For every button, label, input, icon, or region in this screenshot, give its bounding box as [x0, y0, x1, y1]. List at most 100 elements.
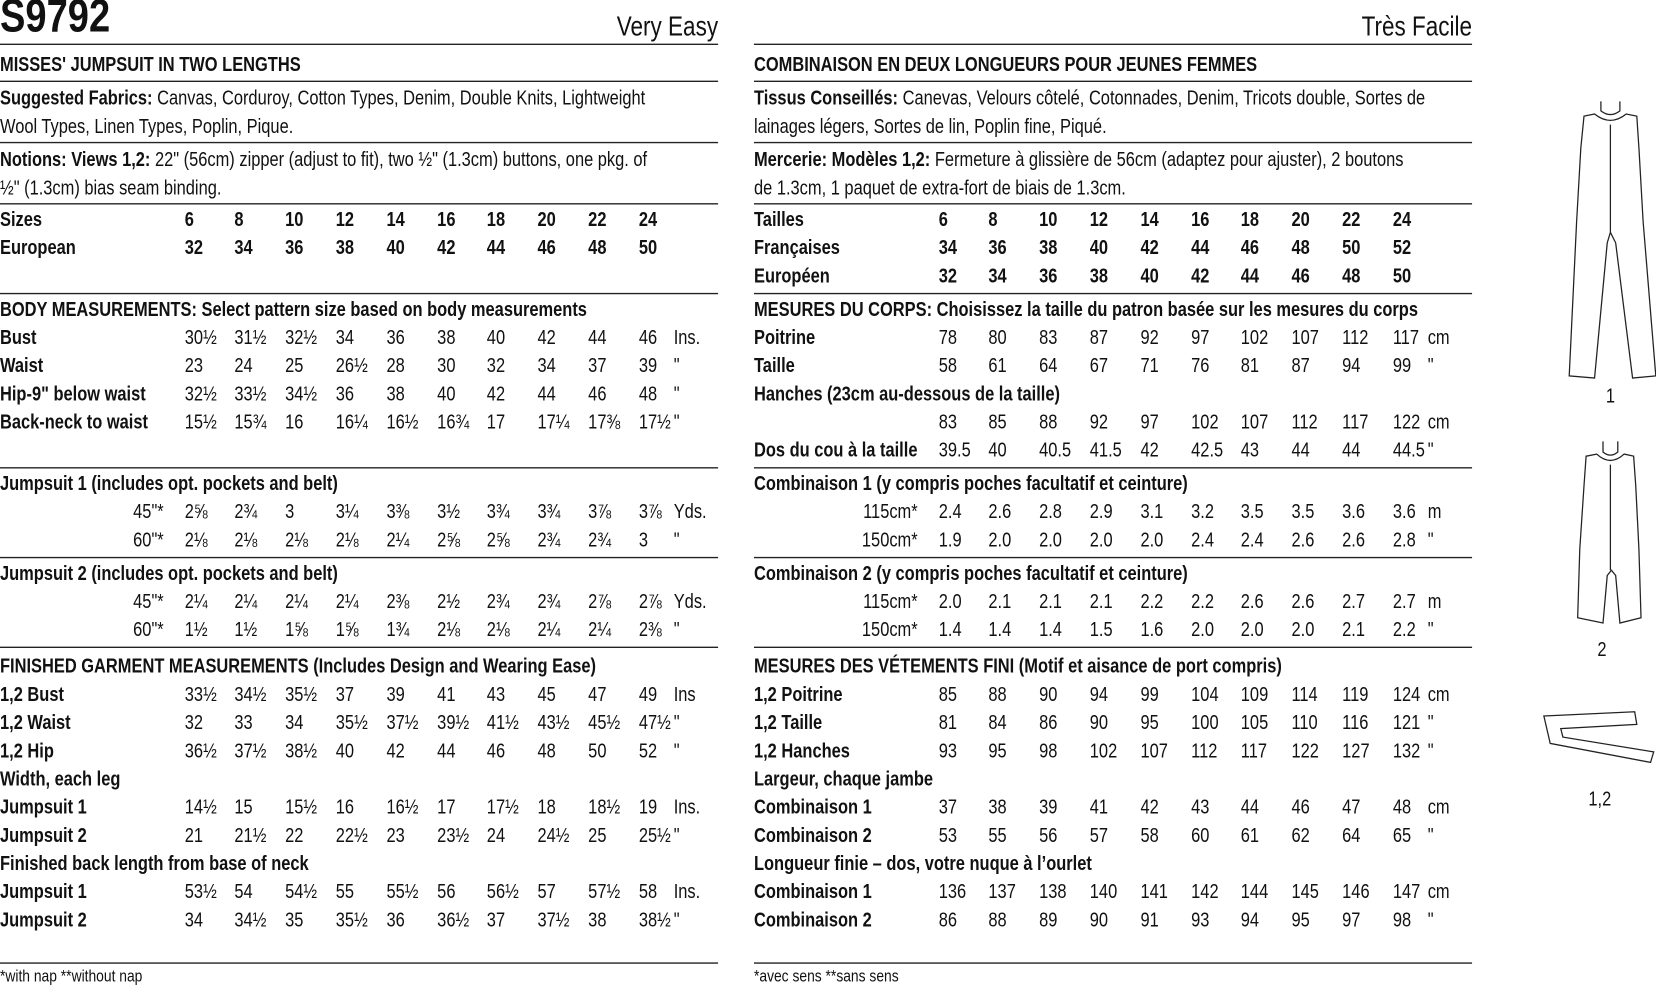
notions-label: Notions: Views 1,2: — [0, 147, 150, 170]
unit: " — [674, 382, 680, 405]
cell: 37½ — [538, 908, 570, 931]
cell: 44 — [1241, 264, 1260, 287]
cell: 38 — [437, 325, 455, 348]
cell: 50 — [639, 236, 657, 259]
row-label: 115cm* — [863, 589, 918, 612]
cell: 45½ — [588, 710, 620, 733]
cell: 2.0 — [1291, 618, 1314, 641]
cell: 38 — [386, 382, 404, 405]
cell: 39½ — [437, 710, 469, 733]
cell: 2¼ — [588, 618, 611, 641]
cell: 2.0 — [1039, 528, 1062, 551]
cell: 76 — [1191, 354, 1209, 377]
block-heading: Jumpsuit 1 (includes opt. pockets and be… — [0, 471, 338, 494]
row-label: 60"* — [133, 618, 164, 641]
unit: " — [1428, 618, 1434, 641]
cell: 48 — [1342, 264, 1360, 287]
cell: 3.1 — [1140, 500, 1163, 523]
cell: 2¼ — [285, 589, 308, 612]
cell: 44 — [588, 325, 606, 348]
cell: 132 — [1393, 739, 1420, 762]
cell: 92 — [1090, 410, 1108, 433]
cell: 36 — [285, 236, 303, 259]
cell: 41½ — [487, 710, 519, 733]
row-label: Taille — [754, 354, 795, 377]
cell: 2½ — [437, 589, 460, 612]
unit: " — [1428, 823, 1434, 846]
difficulty: Très Facile — [1362, 12, 1472, 43]
cell: 2⅜ — [386, 589, 409, 612]
row-label: Longueur finie – dos, votre nuque à l’ou… — [754, 851, 1092, 874]
cell: 37 — [336, 682, 354, 705]
cell: 2⅛ — [285, 528, 308, 551]
block-heading: Combinaison 1 (y compris poches facultat… — [754, 471, 1188, 494]
cell: 3⅜ — [386, 500, 409, 523]
cell: 102 — [1090, 739, 1117, 762]
unit: " — [674, 410, 680, 433]
cell: 18 — [538, 795, 556, 818]
footnote: *with nap **without nap — [0, 967, 142, 986]
cell: 43½ — [538, 710, 570, 733]
row-label: Back-neck to waist — [0, 410, 148, 433]
block-heading: Combinaison 2 (y compris poches facultat… — [754, 561, 1188, 584]
unit: " — [674, 710, 680, 733]
cell: 136 — [939, 880, 966, 903]
cell: 16½ — [386, 795, 418, 818]
cell: 3¾ — [538, 500, 561, 523]
cell: 3½ — [437, 500, 460, 523]
cell: 64 — [1342, 823, 1360, 846]
cell: 37½ — [386, 710, 418, 733]
cell: 90 — [1090, 710, 1108, 733]
cell: 20 — [538, 207, 556, 230]
row-label: Combinaison 2 — [754, 908, 872, 931]
cell: 39.5 — [939, 438, 971, 461]
row-label: Combinaison 1 — [754, 795, 872, 818]
cell: 2.7 — [1342, 589, 1365, 612]
cell: 16 — [285, 410, 303, 433]
cell: 90 — [1090, 908, 1108, 931]
cell: 40.5 — [1039, 438, 1071, 461]
cell: 2⅛ — [437, 618, 460, 641]
cell: 97 — [1191, 325, 1209, 348]
cell: 2.0 — [988, 528, 1011, 551]
cell: 90 — [1039, 682, 1057, 705]
cell: 124 — [1393, 682, 1420, 705]
cell: 94 — [1342, 354, 1360, 377]
row-label: Jumpsuit 2 — [0, 908, 87, 931]
cell: 21 — [185, 823, 203, 846]
cell: 35½ — [336, 710, 368, 733]
cell: 83 — [1039, 325, 1057, 348]
unit: " — [1428, 710, 1434, 733]
cell: 18½ — [588, 795, 620, 818]
cell: 36 — [1039, 264, 1057, 287]
cell: 58 — [939, 354, 957, 377]
unit: " — [1428, 528, 1434, 551]
cell: 61 — [988, 354, 1006, 377]
cell: 36 — [336, 382, 354, 405]
block-heading: BODY MEASUREMENTS: Select pattern size b… — [0, 297, 587, 320]
unit: Yds. — [674, 500, 707, 523]
row-label: Jumpsuit 1 — [0, 880, 87, 903]
cell: 93 — [939, 739, 957, 762]
cell: 95 — [1140, 710, 1158, 733]
unit: Ins. — [674, 795, 700, 818]
cell: 107 — [1140, 739, 1167, 762]
cell: 40 — [1140, 264, 1158, 287]
cell: 57½ — [588, 880, 620, 903]
cell: 2.4 — [939, 500, 962, 523]
row-label: Bust — [0, 325, 37, 348]
cell: 94 — [1241, 908, 1259, 931]
cell: 48 — [1393, 795, 1411, 818]
cell: 55 — [988, 823, 1006, 846]
cell: 46 — [487, 739, 505, 762]
cell: 107 — [1241, 410, 1268, 433]
cell: 47½ — [639, 710, 671, 733]
cell: 38½ — [285, 739, 317, 762]
cell: 98 — [1393, 908, 1411, 931]
cell: 64 — [1039, 354, 1057, 377]
cell: 44 — [1291, 438, 1309, 461]
cell: 85 — [988, 410, 1006, 433]
row-label: Sizes — [0, 207, 42, 230]
cell: 95 — [1291, 908, 1309, 931]
cell: 46 — [1241, 236, 1259, 259]
